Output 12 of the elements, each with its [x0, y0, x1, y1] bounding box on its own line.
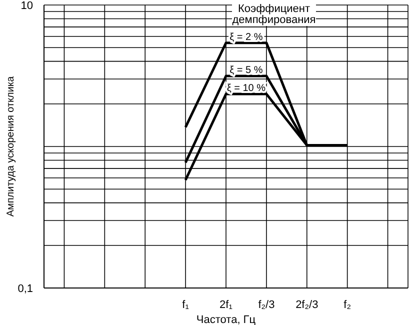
y-tick-label: 0,1 — [18, 283, 33, 295]
x-axis-title: Частота, Гц — [196, 314, 256, 325]
series-label: ξ = 10 % — [226, 82, 266, 94]
y-tick-label: 10 — [20, 0, 33, 12]
x-tick-label: f₂/3 — [258, 299, 275, 311]
x-tick-label: f₂ — [344, 299, 351, 311]
y-axis-title: Амплитуда ускорения отклика — [6, 76, 17, 217]
x-tick-label: f₁ — [182, 299, 190, 311]
x-tick-label: 2f₂/3 — [296, 299, 318, 311]
x-tick-label: 2f₁ — [220, 299, 233, 311]
legend-title: Коэффициент демпфирования — [232, 3, 316, 26]
series-label: ξ = 5 % — [230, 64, 263, 76]
